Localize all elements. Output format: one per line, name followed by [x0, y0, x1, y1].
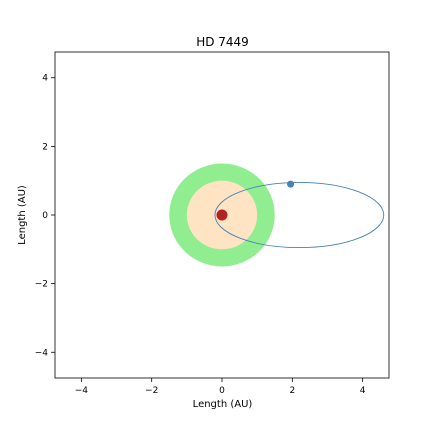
- x-tick-label: 0: [219, 386, 225, 396]
- x-tick-label: −4: [75, 386, 89, 396]
- y-tick-label: 2: [42, 142, 48, 152]
- y-tick-label: −4: [35, 348, 49, 358]
- x-tick-label: −2: [145, 386, 158, 396]
- star-marker: [216, 209, 228, 221]
- y-tick-label: 0: [42, 211, 48, 221]
- planet-marker: [287, 180, 295, 188]
- y-tick-label: 4: [42, 74, 48, 84]
- plot-content: [169, 163, 385, 267]
- chart-title: HD 7449: [196, 35, 249, 49]
- planet-orbit: [214, 181, 385, 249]
- x-axis-label: Length (AU): [193, 399, 253, 410]
- y-axis-ticks: −4 −2 0 2 4: [35, 74, 55, 358]
- x-tick-label: 2: [289, 386, 295, 396]
- x-axis-ticks: −4 −2 0 2 4: [75, 378, 366, 396]
- y-tick-label: −2: [35, 280, 48, 290]
- x-tick-label: 4: [360, 386, 366, 396]
- y-axis-label: Length (AU): [17, 185, 28, 245]
